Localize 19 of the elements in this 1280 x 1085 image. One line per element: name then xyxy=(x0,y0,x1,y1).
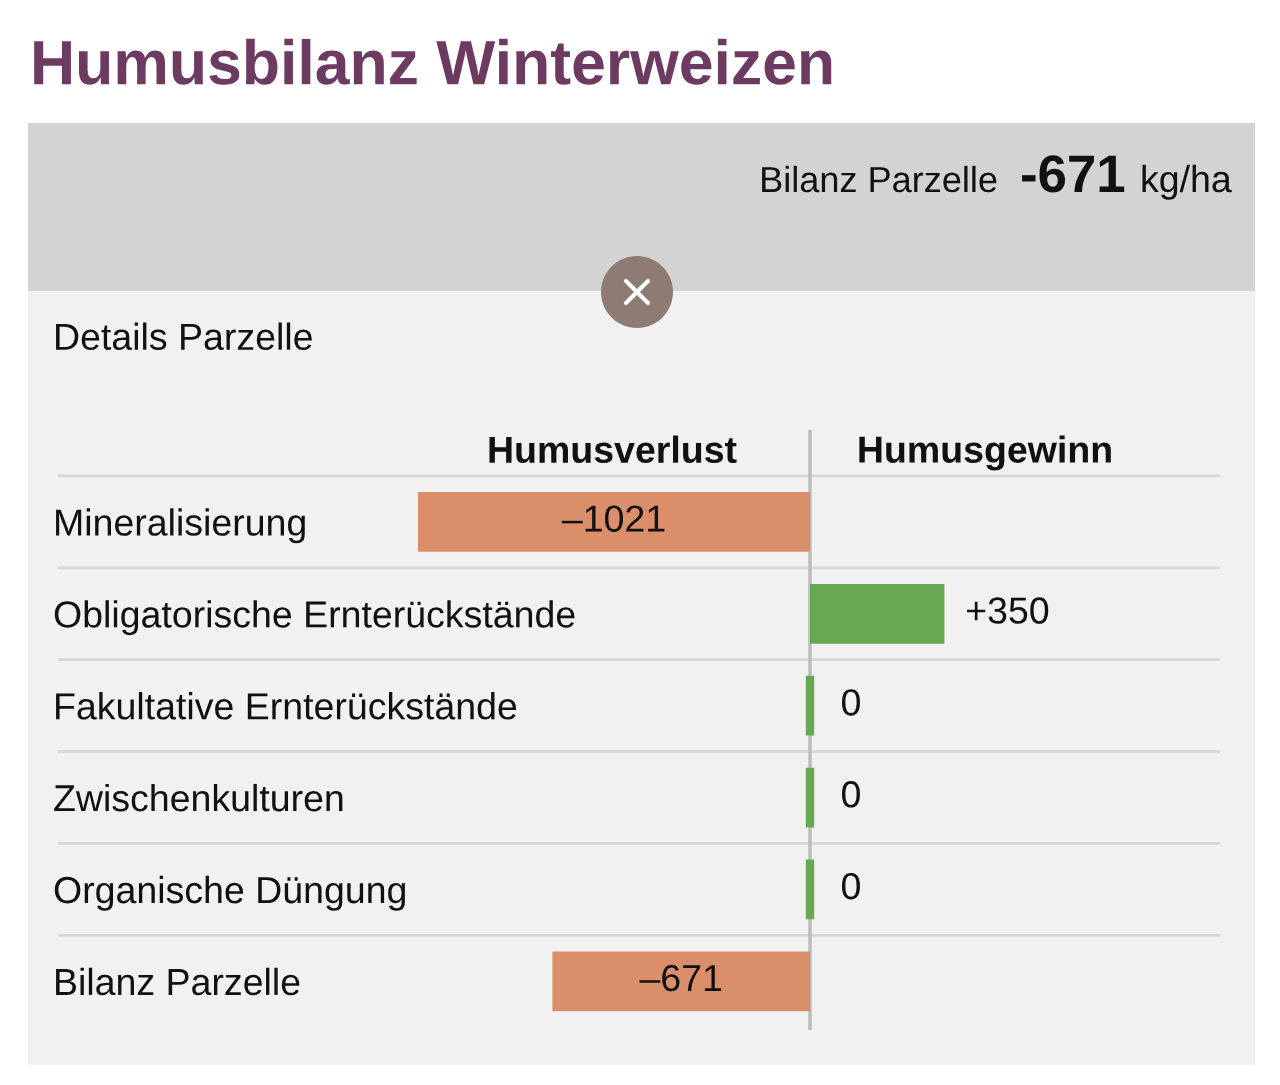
y-tick-label: Fakultative Ernterückstände xyxy=(56,692,517,720)
y-tick-label: Obligatorische Ernterückstände xyxy=(54,600,575,636)
text: kg/ha xyxy=(1142,164,1232,200)
data-label: +350 xyxy=(967,597,1049,624)
y-tick-label: Organische Düngung xyxy=(54,875,405,911)
data-label: 0 xyxy=(842,781,860,808)
data-label: 0 xyxy=(842,872,860,900)
y-tick-label: Mineralisierung xyxy=(56,508,305,544)
text: Bilanz Parzelle xyxy=(762,165,997,193)
annotation: Humusverlust xyxy=(489,435,737,464)
chart-subtitle: Details Parzelle xyxy=(56,322,312,351)
y-tick-label: Zwischenkulturen xyxy=(54,783,343,812)
y-tick-label: Bilanz Parzelle xyxy=(56,967,300,996)
data-label: –1021 xyxy=(561,505,665,532)
data-label: –671 xyxy=(639,964,722,992)
data-label: 0 xyxy=(842,689,860,716)
chart-title: Humusbilanz Winterweizen xyxy=(34,38,832,85)
text: -671 xyxy=(1022,155,1125,193)
annotation: Humusgewinn xyxy=(859,435,1111,471)
